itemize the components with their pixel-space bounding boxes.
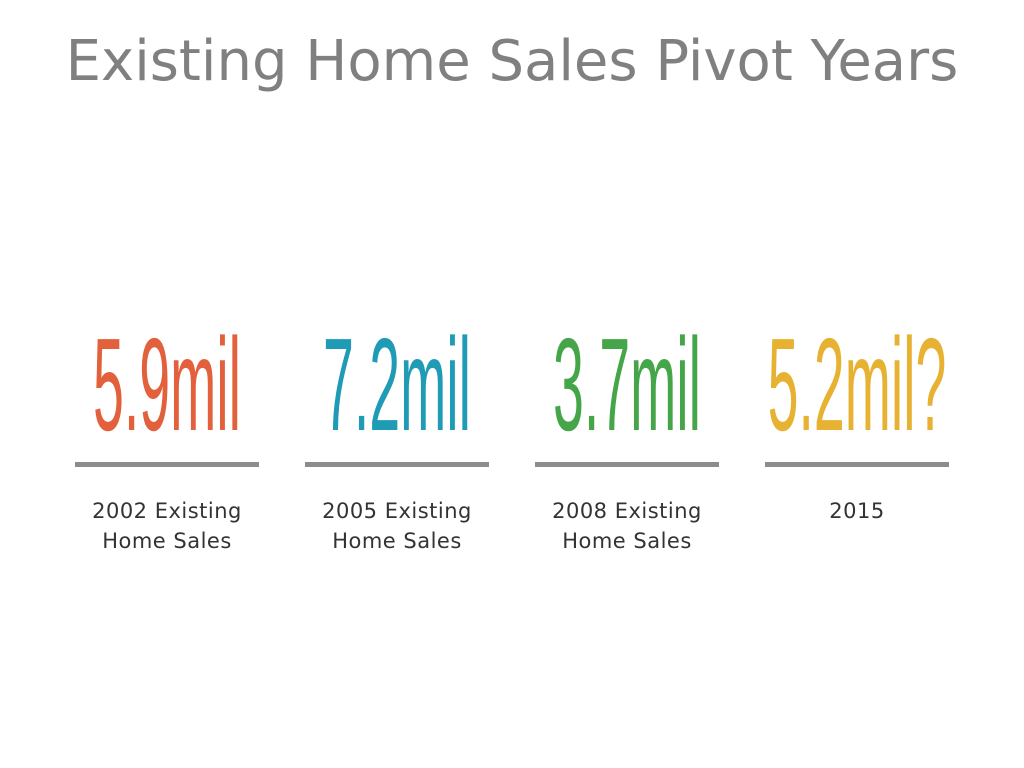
stat-item: 3.7mil 2008 Existing Home Sales <box>512 300 742 580</box>
stat-item: 5.2mil? 2015 <box>742 300 972 580</box>
stat-label: 2015 <box>829 499 885 523</box>
stat-value: 7.2mil <box>323 311 471 458</box>
divider <box>75 462 259 467</box>
slide-title: Existing Home Sales Pivot Years <box>65 29 959 94</box>
divider <box>765 462 949 467</box>
stat-item: 5.9mil 2002 Existing Home Sales <box>52 300 282 580</box>
stat-label: 2002 Existing Home Sales <box>92 499 242 553</box>
divider <box>305 462 489 467</box>
stat-label: 2005 Existing Home Sales <box>322 499 472 553</box>
stat-label: 2008 Existing Home Sales <box>552 499 702 553</box>
stat-item: 7.2mil 2005 Existing Home Sales <box>282 300 512 580</box>
stat-value: 3.7mil <box>553 311 701 458</box>
stat-value: 5.2mil? <box>767 311 947 458</box>
stat-value: 5.9mil <box>93 311 241 458</box>
divider <box>535 462 719 467</box>
